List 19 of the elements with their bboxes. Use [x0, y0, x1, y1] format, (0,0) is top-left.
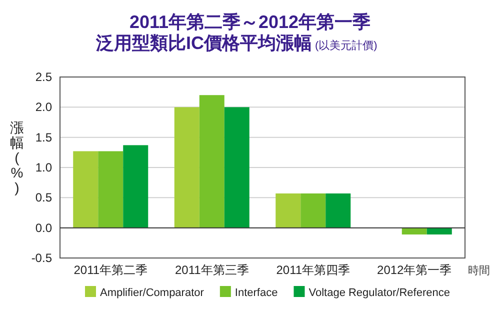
legend-label: Amplifier/Comparator [100, 287, 204, 299]
chart-subtitle: 泛用型類比IC價格平均漲幅 [95, 33, 312, 53]
y-tick-label: 1.5 [35, 130, 52, 144]
y-tick-label: 2.0 [35, 100, 52, 114]
legend-label: Interface [234, 287, 278, 299]
y-tick-label: 1.0 [35, 160, 52, 174]
y-tick-label: 2.5 [35, 70, 52, 84]
y-tick-label: 0.0 [35, 220, 52, 235]
y-tick-label: 0.5 [35, 190, 52, 205]
x-axis-title: 時間 [468, 264, 490, 277]
chart-title: 2011年第二季～2012年第一季 [129, 12, 371, 32]
x-tick-label: 2011年第四季 [276, 263, 350, 277]
x-tick-label: 2011年第三季 [174, 263, 249, 277]
y-tick-label: -0.5 [31, 251, 52, 265]
x-tick-label: 2011年第二季 [74, 263, 148, 277]
x-tick-label: 2012年第一季 [377, 263, 452, 277]
legend-label: Voltage Regulator/Reference [308, 287, 450, 299]
text: (以美元計價) [315, 39, 378, 52]
y-axis-title: 漲幅(%) [10, 120, 24, 196]
